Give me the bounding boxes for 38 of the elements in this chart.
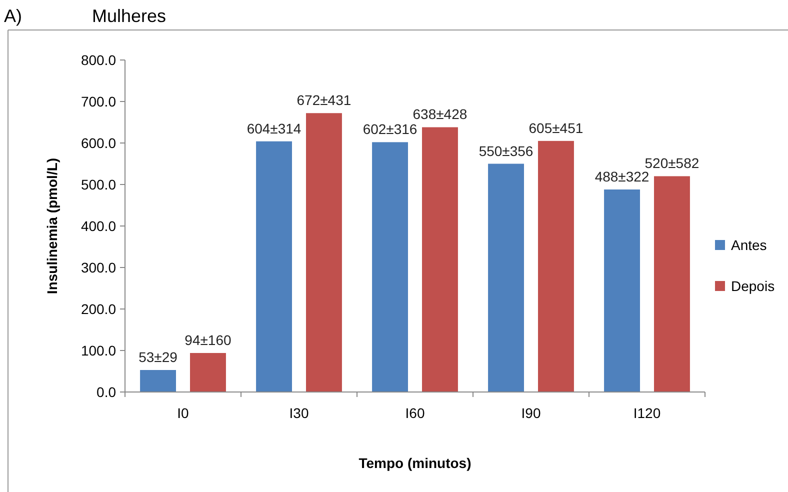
x-tick-label: I30 [289, 405, 309, 421]
data-label: 53±29 [138, 349, 178, 366]
y-tick-label: 300.0 [80, 260, 116, 276]
y-tick-label: 700.0 [80, 94, 116, 110]
y-axis-title: Insulinemia (pmol/L) [44, 158, 60, 294]
y-tick-label: 600.0 [80, 135, 116, 151]
bar [306, 113, 342, 392]
legend-label: Depois [731, 278, 775, 294]
data-label: 94±160 [184, 332, 232, 348]
bar [190, 352, 226, 392]
y-tick-label: 800.0 [80, 52, 116, 68]
bar [422, 127, 458, 392]
bar [654, 176, 690, 392]
y-tick-label: 400.0 [80, 218, 116, 234]
y-tick-label: 500.0 [80, 176, 116, 192]
data-label: 638±428 [412, 106, 468, 122]
chart-title: Mulheres [92, 6, 166, 26]
data-label: 604±314 [246, 120, 302, 136]
bar [256, 141, 292, 392]
data-label: 602±316 [362, 121, 418, 138]
bar [372, 142, 408, 392]
y-tick-label: 200.0 [80, 301, 116, 317]
data-label: 550±356 [478, 142, 534, 159]
data-label: 672±431 [296, 92, 352, 108]
bar [604, 189, 640, 392]
text: A) [4, 6, 22, 26]
bar [488, 164, 524, 392]
y-tick-label: 100.0 [80, 342, 116, 358]
y-tick-label: 0.0 [96, 384, 116, 400]
data-label: 605±451 [528, 120, 584, 136]
x-tick-label: I0 [177, 405, 190, 421]
bar [538, 140, 574, 392]
x-tick-label: I60 [405, 405, 425, 421]
x-tick-label: I120 [633, 405, 661, 421]
x-tick-label: I90 [521, 405, 541, 421]
legend-label: Antes [731, 237, 767, 253]
bar [140, 370, 176, 392]
x-axis-title: Tempo (minutos) [358, 455, 472, 471]
